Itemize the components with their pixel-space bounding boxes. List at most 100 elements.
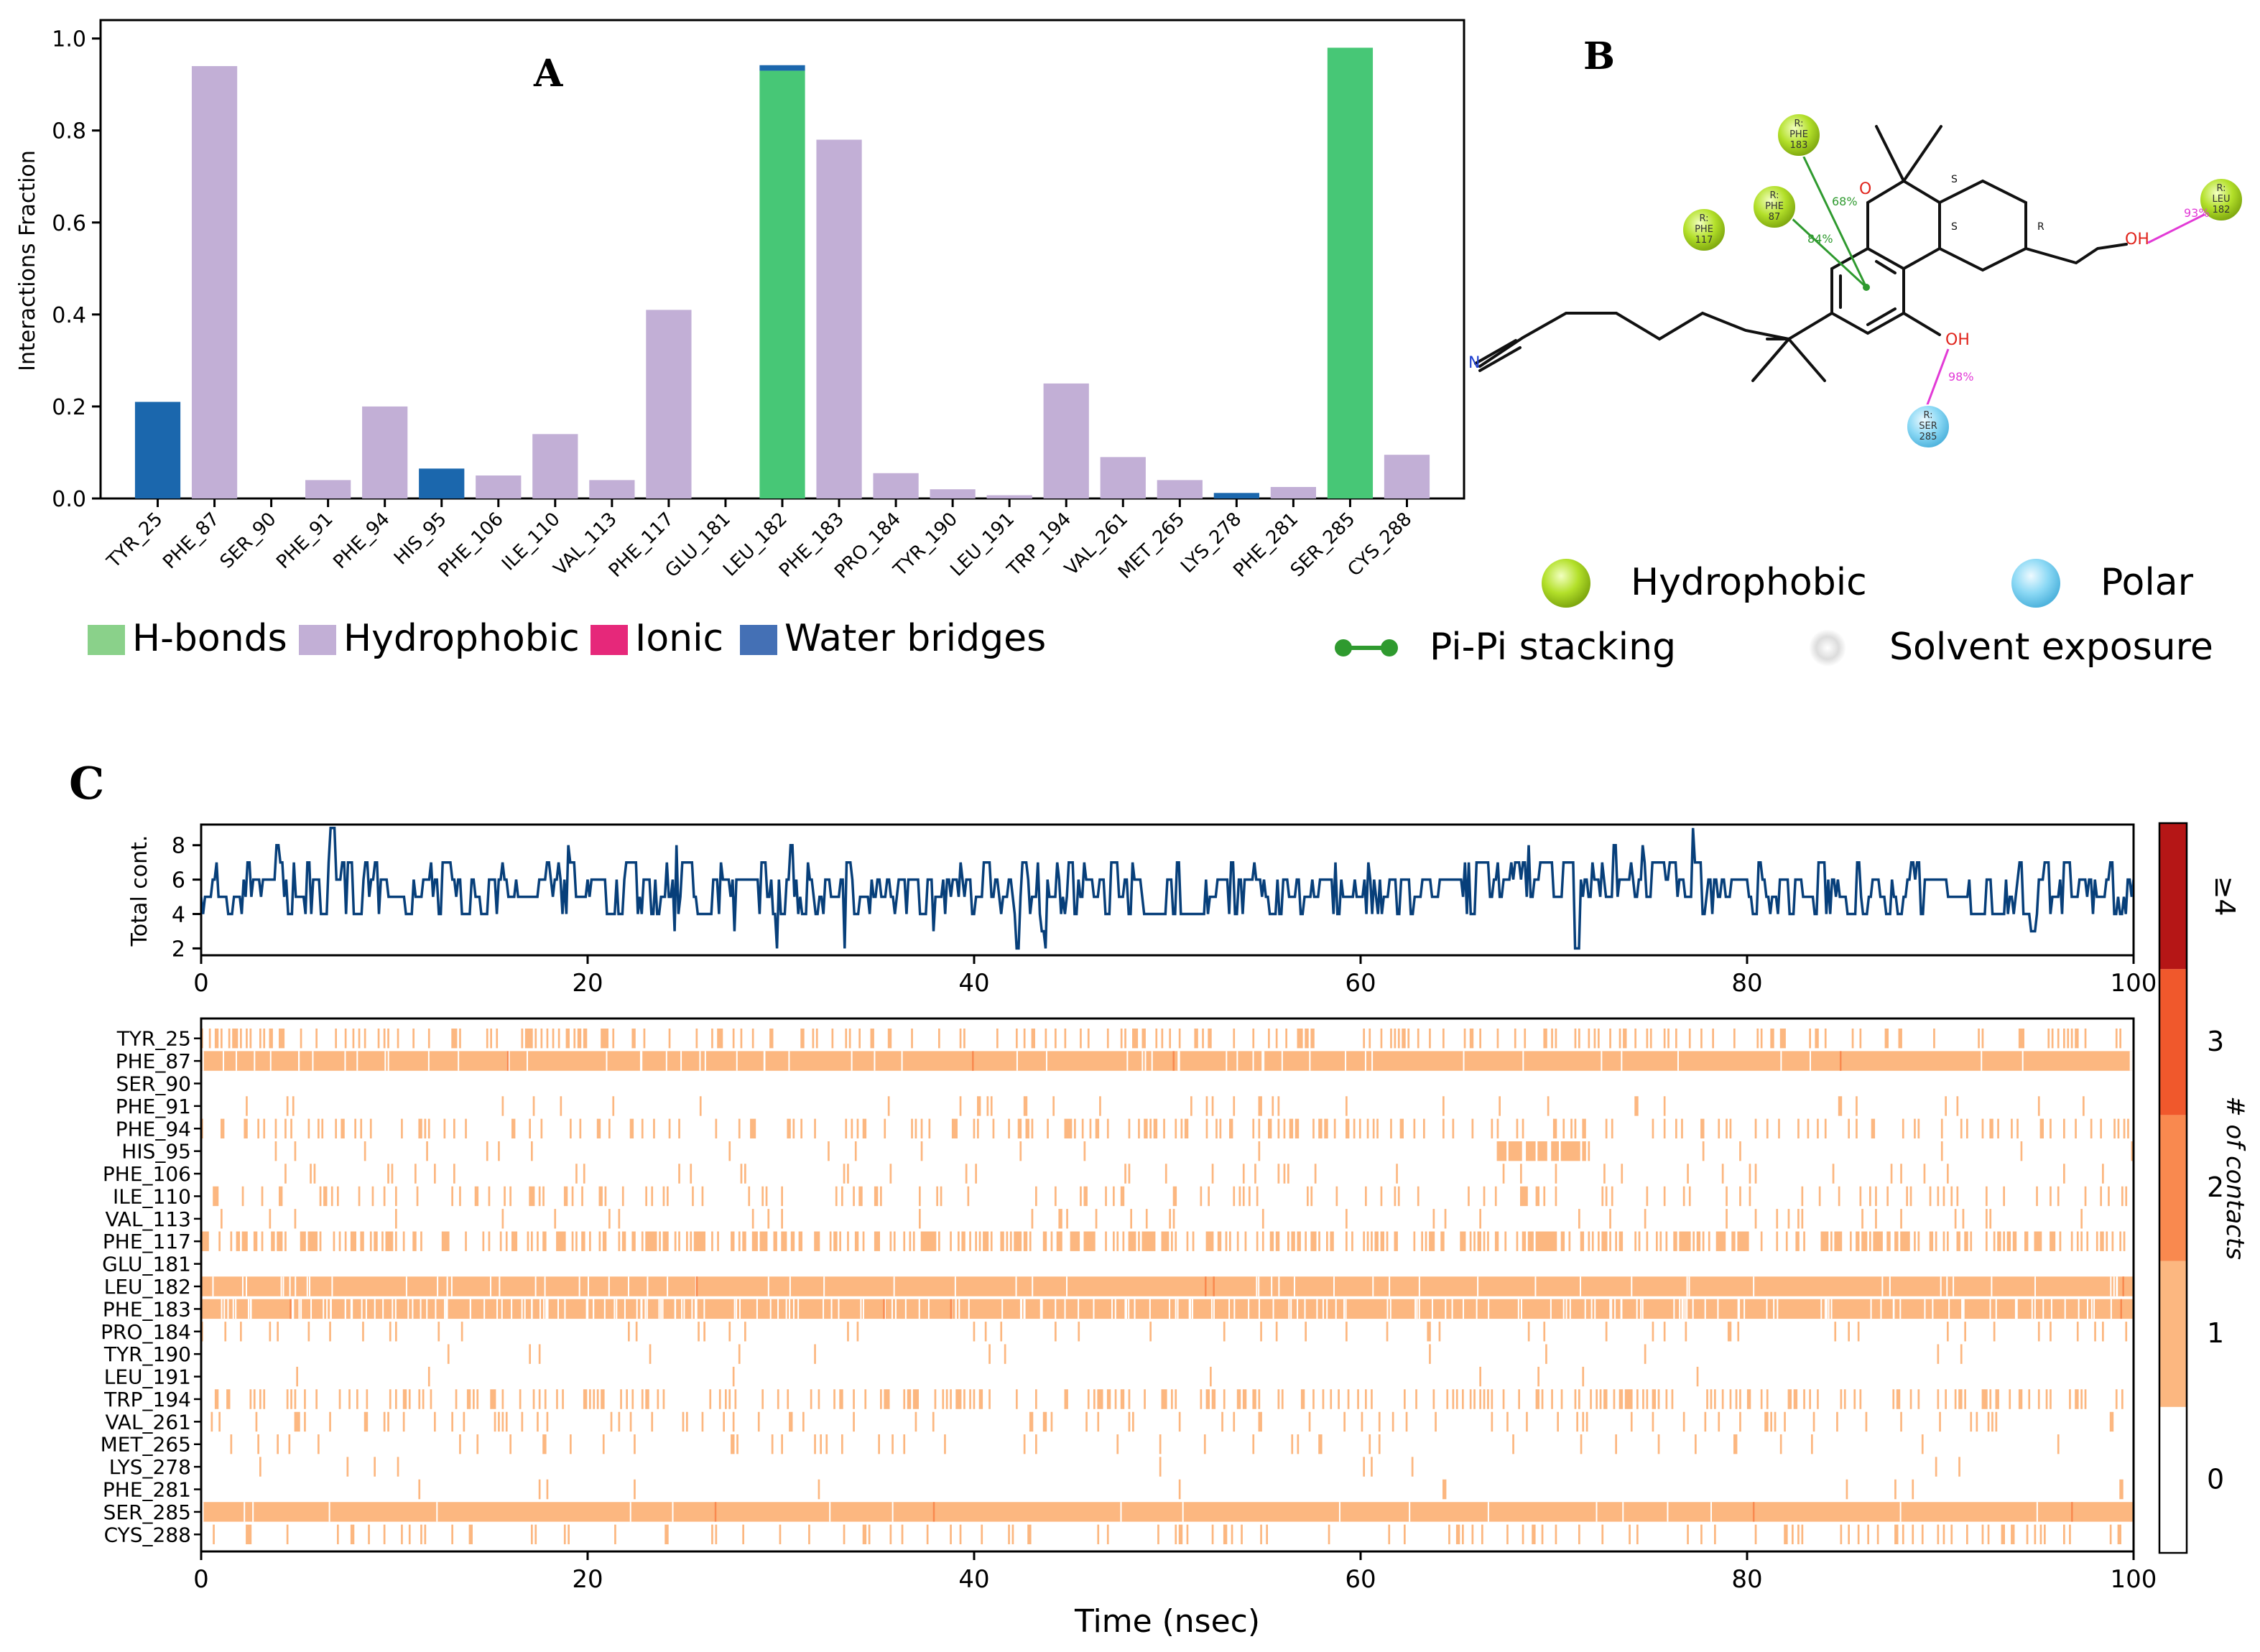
heat-gap bbox=[309, 1276, 311, 1296]
heat-gap bbox=[356, 1051, 358, 1071]
bar-val-261-hydrophobic bbox=[1100, 457, 1146, 498]
interaction-percent-label: 68% bbox=[1832, 195, 1858, 208]
heat-gap bbox=[1141, 1051, 1144, 1071]
heat-gap bbox=[1111, 1299, 1113, 1319]
ligand-skeleton bbox=[1474, 125, 2128, 382]
heat-gap bbox=[344, 1299, 346, 1319]
heat-gap bbox=[789, 1299, 791, 1319]
heat-gap bbox=[636, 1299, 638, 1319]
y-tick-label: 0.6 bbox=[52, 211, 86, 236]
atom-label: S bbox=[1951, 221, 1958, 233]
heat-gap bbox=[958, 1299, 960, 1319]
total-contacts-frame bbox=[200, 823, 2135, 957]
heat-gap bbox=[295, 1276, 297, 1296]
row-label: SER_285 bbox=[103, 1500, 191, 1524]
bar-phe-106-hydrophobic bbox=[476, 475, 522, 498]
heat-gap bbox=[306, 1276, 308, 1296]
heat-cell-2 bbox=[1839, 1051, 1842, 1071]
heat-cell-2 bbox=[714, 1502, 717, 1522]
row-label: TYR_190 bbox=[103, 1342, 191, 1366]
heat-gap bbox=[450, 1276, 453, 1296]
row-label: LEU_191 bbox=[104, 1365, 191, 1389]
heat-gap bbox=[646, 1299, 648, 1319]
heat-gap bbox=[874, 1051, 876, 1071]
legend-polar-label: Polar bbox=[2101, 561, 2194, 604]
heat-gap bbox=[904, 1299, 907, 1319]
heat-gap bbox=[1924, 1299, 1926, 1319]
heat-gap bbox=[954, 1276, 956, 1296]
heat-gap bbox=[1828, 1299, 1830, 1319]
residue-label-line: 182 bbox=[2213, 205, 2231, 215]
heat-gap bbox=[1309, 1051, 1311, 1071]
heat-gap bbox=[508, 1051, 510, 1071]
heat-gap bbox=[1386, 1299, 1389, 1319]
row-label: PHE_94 bbox=[116, 1117, 191, 1141]
legend-label-water-bridges: Water bridges bbox=[784, 617, 1046, 660]
heat-gap bbox=[1940, 1276, 1942, 1296]
heat-gap bbox=[1293, 1276, 1295, 1296]
heat-gap bbox=[1565, 1299, 1567, 1319]
heat-gap bbox=[405, 1276, 407, 1296]
heat-gap bbox=[1248, 1299, 1250, 1319]
legend-solvent-label: Solvent exposure bbox=[1889, 626, 2213, 669]
bottom-x-tick-label: 60 bbox=[1345, 1565, 1376, 1594]
top-x-tick-label: 20 bbox=[572, 969, 603, 998]
heat-row-phe-91 bbox=[246, 1096, 2085, 1116]
bar-phe-91-hydrophobic bbox=[305, 480, 351, 498]
heat-gap bbox=[1830, 1299, 1833, 1319]
row-label: MET_265 bbox=[101, 1433, 191, 1457]
heat-gap bbox=[1596, 1502, 1598, 1522]
heat-cell-2 bbox=[1752, 1502, 1755, 1522]
row-label: SER_90 bbox=[116, 1072, 191, 1095]
residue-label-line: PHE bbox=[1789, 129, 1808, 140]
heat-gap bbox=[851, 1051, 853, 1071]
heat-gap bbox=[1236, 1051, 1238, 1071]
y-tick-label: 1.0 bbox=[52, 27, 86, 52]
residue-label-line: R: bbox=[2216, 183, 2226, 194]
heat-gap bbox=[629, 1502, 631, 1522]
heat-cell-2 bbox=[932, 1502, 935, 1522]
heat-gap bbox=[1594, 1299, 1596, 1319]
heat-gap bbox=[1682, 1299, 1684, 1319]
heat-gap bbox=[1584, 1299, 1586, 1319]
heatmap-x-axis-label: Time (nsec) bbox=[1074, 1603, 1260, 1640]
heat-gap bbox=[2093, 1299, 2095, 1319]
heat-gap bbox=[1445, 1299, 1447, 1319]
heat-gap bbox=[1463, 1051, 1465, 1071]
heat-gap bbox=[298, 1299, 300, 1319]
heat-gap bbox=[2113, 1276, 2115, 1296]
legend-pipi-label: Pi-Pi stacking bbox=[1430, 626, 1676, 669]
row-label: PHE_106 bbox=[103, 1162, 191, 1186]
heat-gap bbox=[608, 1276, 610, 1296]
legend-swatch-ionic bbox=[591, 625, 628, 655]
heat-gap bbox=[1631, 1276, 1633, 1296]
heat-gap bbox=[1880, 1299, 1882, 1319]
bar-leu-191-hydrophobic bbox=[986, 495, 1032, 498]
heat-gap bbox=[641, 1299, 643, 1319]
heat-gap bbox=[407, 1299, 409, 1319]
heat-gap bbox=[1169, 1299, 1171, 1319]
heat-gap bbox=[860, 1299, 862, 1319]
heat-gap bbox=[955, 1299, 957, 1319]
heat-gap bbox=[446, 1276, 448, 1296]
heat-gap bbox=[1364, 1051, 1366, 1071]
heat-gap bbox=[458, 1051, 460, 1071]
row-label: VAL_113 bbox=[105, 1207, 191, 1231]
heat-gap bbox=[1256, 1276, 1258, 1296]
heat-gap bbox=[244, 1502, 246, 1522]
heat-gap bbox=[1743, 1299, 1746, 1319]
heat-gap bbox=[436, 1502, 438, 1522]
bottom-x-tick-label: 100 bbox=[2111, 1565, 2157, 1594]
heat-gap bbox=[252, 1502, 254, 1522]
heat-gap bbox=[1288, 1299, 1290, 1319]
heat-gap bbox=[496, 1299, 499, 1319]
heat-gap bbox=[1777, 1299, 1779, 1319]
heat-gap bbox=[1825, 1299, 1828, 1319]
heat-gap bbox=[1609, 1299, 1611, 1319]
heat-gap bbox=[469, 1299, 471, 1319]
heat-gap bbox=[918, 1299, 920, 1319]
residue-label-line: R: bbox=[1794, 119, 1803, 129]
ligand-atom-labels: O S S R OH OH N bbox=[1468, 174, 2149, 372]
row-label: PHE_117 bbox=[103, 1230, 191, 1253]
